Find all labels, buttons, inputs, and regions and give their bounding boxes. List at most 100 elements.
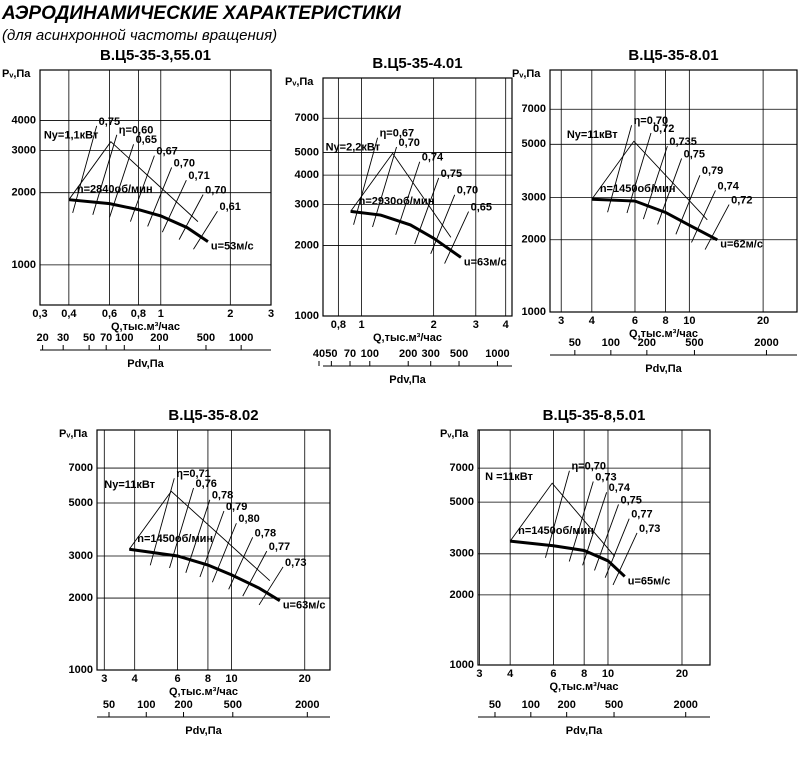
efficiency-label: 0,65 (471, 201, 492, 213)
page-title: АЭРОДИНАМИЧЕСКИЕ ХАРАКТЕРИСТИКИ (1, 3, 401, 24)
x-tick-label: 3 (473, 319, 479, 331)
x2-tick-label: 200 (638, 337, 656, 349)
chart-title: В.Ц5-35-8.02 (168, 407, 258, 424)
x2-tick-label: 500 (224, 699, 242, 711)
x-tick-label: 10 (225, 673, 237, 685)
y-tick-label: 3000 (522, 191, 546, 203)
efficiency-line (545, 470, 570, 558)
x2-tick-label: 1000 (485, 348, 509, 360)
efficiency-line (228, 537, 254, 590)
velocity-label: u=53м/с (211, 241, 254, 253)
efficiency-line (211, 523, 237, 583)
efficiency-line (149, 478, 175, 566)
work-zone (68, 141, 199, 222)
x-tick-label: 20 (757, 315, 769, 327)
x2-tick-label: 500 (197, 332, 215, 344)
y-axis-label: Pᵥ,Па (440, 428, 469, 440)
y-tick-label: 3000 (295, 198, 319, 210)
y-tick-label: 3000 (12, 144, 36, 156)
efficiency-line (372, 146, 397, 228)
power-label: Ny=11кВт (104, 479, 155, 491)
x-tick-label: 4 (589, 315, 596, 327)
x-tick-label: 0,8 (131, 308, 146, 320)
x-tick-label: 4 (132, 673, 139, 685)
x2-axis-label: Pdv,Па (566, 725, 603, 737)
y-tick-label: 4000 (12, 114, 36, 126)
x2-tick-label: 100 (522, 699, 540, 711)
speed-label: n=2840об/мин (77, 184, 153, 196)
x2-tick-label: 50 (569, 337, 581, 349)
y-tick-label: 1000 (12, 259, 36, 271)
efficiency-label: 0,70 (457, 185, 478, 197)
efficiency-line (169, 487, 194, 569)
y-axis-label: Pᵥ,Па (59, 428, 88, 440)
x2-tick-label: 20 (36, 332, 48, 344)
efficiency-line (444, 211, 469, 264)
efficiency-label: 0,70 (399, 137, 420, 149)
x2-tick-label: 50 (489, 699, 501, 711)
y-tick-label: 1000 (69, 664, 93, 676)
efficiency-label: 0,74 (609, 482, 631, 494)
efficiency-label: 0,71 (188, 170, 209, 182)
y-tick-label: 1000 (450, 659, 474, 671)
x-axis-label: Q,тыс.м³/час (373, 332, 442, 344)
x-tick-label: 3 (268, 308, 274, 320)
efficiency-label: 0,75 (684, 148, 705, 160)
efficiency-label: 0,79 (226, 501, 247, 513)
x2-axis-label: Pdv,Па (185, 725, 222, 737)
y-tick-label: 1000 (522, 306, 546, 318)
x-tick-label: 6 (550, 668, 556, 680)
x-tick-label: 20 (299, 673, 311, 685)
x2-tick-label: 500 (605, 699, 623, 711)
x-tick-label: 0,4 (61, 308, 77, 320)
x-tick-label: 8 (663, 315, 669, 327)
efficiency-line (147, 167, 173, 227)
efficiency-line (430, 194, 456, 254)
x2-tick-label: 200 (174, 699, 192, 711)
efficiency-line (395, 161, 421, 235)
efficiency-label: η=0,60 (119, 125, 154, 137)
x2-axis-label: Pdv,Па (389, 374, 426, 386)
efficiency-line (582, 492, 608, 566)
power-label: Ny=2,2кВт (326, 141, 381, 153)
efficiency-line (193, 211, 218, 250)
efficiency-line (72, 125, 98, 213)
y-tick-label: 5000 (69, 497, 93, 509)
power-label: N =11кВт (485, 471, 533, 483)
efficiency-line (607, 125, 633, 213)
efficiency-label: 0,80 (238, 513, 259, 525)
efficiency-label: 0,67 (156, 146, 177, 158)
x-tick-label: 3 (101, 673, 107, 685)
efficiency-label: 0,74 (422, 152, 444, 164)
efficiency-label: 0,70 (205, 185, 226, 197)
efficiency-label: 0,75 (99, 116, 120, 128)
speed-label: n=2930об/мин (359, 195, 435, 207)
x-axis-label: Q,тыс.м³/час (629, 328, 698, 340)
x-tick-label: 1 (359, 319, 365, 331)
y-tick-label: 2000 (69, 592, 93, 604)
y-tick-label: 3000 (69, 550, 93, 562)
efficiency-label: 0,75 (621, 494, 642, 506)
chart-title: В.Ц5-35-4.01 (372, 55, 462, 72)
efficiency-line (626, 132, 652, 214)
x-tick-label: 4 (507, 668, 514, 680)
efficiency-label: 0,74 (717, 180, 739, 192)
x2-tick-label: 50 (325, 348, 337, 360)
y-tick-label: 3000 (450, 548, 474, 560)
x-tick-label: 6 (632, 315, 638, 327)
pressure-curve (591, 197, 718, 242)
efficiency-label: 0,73 (595, 471, 616, 483)
x2-tick-label: 100 (137, 699, 155, 711)
x-axis-label: Q,тыс.м³/час (111, 321, 180, 333)
y-tick-label: 7000 (69, 462, 93, 474)
x-tick-label: 3 (476, 668, 482, 680)
pressure-curve (129, 547, 281, 602)
chart-title: В.Ц5-35-8,5.01 (543, 407, 646, 424)
efficiency-line (704, 204, 730, 250)
work-zone (128, 490, 271, 582)
x2-tick-label: 500 (685, 337, 703, 349)
efficiency-line (657, 158, 683, 225)
x-tick-label: 20 (676, 668, 688, 680)
x-tick-label: 2 (227, 308, 233, 320)
